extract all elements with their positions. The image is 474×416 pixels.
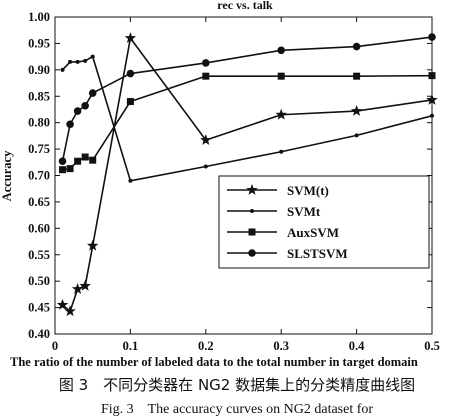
- data-point: [202, 59, 210, 67]
- y-tick-label: 0.40: [28, 327, 50, 341]
- data-point: [350, 105, 363, 116]
- x-tick-label: 0.5: [424, 339, 440, 353]
- data-point: [426, 93, 438, 105]
- legend-marker: [246, 184, 258, 195]
- series-line: [62, 37, 433, 313]
- y-tick-label: 0.80: [28, 116, 50, 130]
- figure-caption-chinese: 图 3 不同分类器在 NG2 数据集上的分类精度曲线图: [58, 376, 416, 394]
- data-point: [126, 69, 135, 78]
- series-line: [62, 74, 433, 171]
- data-point: [68, 59, 73, 64]
- y-tick-label: 0.75: [28, 142, 50, 156]
- data-point: [73, 107, 82, 115]
- chart-title: rec vs. talk: [217, 0, 273, 12]
- data-point: [56, 298, 69, 310]
- data-point: [66, 165, 74, 173]
- legend-label: SLSTSVM: [287, 246, 348, 261]
- y-tick-label: 0.85: [28, 89, 50, 103]
- legend-label: SVM(t): [287, 183, 329, 198]
- data-point: [58, 157, 67, 166]
- legend-entry: SVMt: [227, 204, 321, 219]
- data-point: [277, 72, 285, 80]
- y-tick-label: 0.55: [28, 248, 50, 262]
- data-point: [89, 156, 97, 164]
- legend-entry: AuxSVM: [227, 225, 339, 240]
- x-axis-label: The ratio of the number of labeled data …: [10, 355, 418, 369]
- figure-caption-english: Fig. 3 The accuracy curves on NG2 datase…: [100, 402, 374, 416]
- data-point: [71, 283, 84, 294]
- data-point: [428, 33, 436, 41]
- series-auxsvm: [59, 72, 436, 174]
- data-point: [128, 178, 133, 183]
- data-point: [124, 32, 137, 43]
- legend-entry: SVM(t): [227, 183, 329, 198]
- series-line: [61, 36, 433, 162]
- data-point: [90, 54, 95, 59]
- x-tick-label: 0: [52, 339, 58, 353]
- x-tick-label: 0.2: [198, 339, 214, 353]
- x-tick-label: 0.4: [349, 339, 365, 353]
- data-point: [277, 46, 286, 55]
- data-point: [66, 120, 74, 129]
- data-point: [75, 59, 80, 64]
- data-point: [79, 279, 91, 291]
- y-tick-label: 0.50: [28, 274, 50, 288]
- data-point: [200, 134, 212, 145]
- y-tick-label: 1.00: [28, 10, 50, 24]
- x-tick-label: 0.1: [123, 339, 139, 353]
- data-point: [81, 101, 89, 110]
- data-point: [275, 108, 287, 120]
- data-point: [126, 98, 134, 106]
- data-point: [81, 153, 89, 161]
- y-axis-label: Accuracy: [0, 150, 14, 201]
- x-tick-label: 0.3: [273, 339, 289, 353]
- legend-marker: [248, 249, 256, 257]
- y-tick-label: 0.60: [28, 221, 50, 235]
- legend-marker: [250, 209, 254, 213]
- data-point: [64, 305, 76, 317]
- series-lines: [56, 32, 438, 317]
- axes: 0.400.450.500.550.600.650.700.750.800.85…: [28, 10, 440, 353]
- data-point: [430, 113, 434, 118]
- data-point: [59, 166, 67, 174]
- data-point: [428, 72, 436, 80]
- y-tick-label: 0.45: [28, 301, 50, 315]
- y-tick-label: 0.65: [28, 195, 50, 209]
- legend-entry: SLSTSVM: [227, 246, 348, 261]
- y-tick-label: 0.70: [28, 169, 50, 183]
- legend-label: SVMt: [287, 204, 321, 219]
- legend: SVM(t) SVMt AuxSVM SLSTSVM: [218, 175, 430, 269]
- data-point: [203, 164, 208, 169]
- legend-label: AuxSVM: [287, 225, 339, 240]
- y-tick-label: 0.95: [28, 36, 50, 50]
- data-point: [354, 133, 359, 138]
- data-point: [60, 67, 65, 72]
- data-point: [352, 42, 361, 51]
- series-svmt: [60, 54, 434, 183]
- data-point: [353, 72, 361, 80]
- data-point: [88, 89, 97, 97]
- data-point: [86, 239, 99, 251]
- data-point: [74, 157, 82, 165]
- data-point: [83, 58, 88, 63]
- y-tick-label: 0.90: [28, 63, 50, 77]
- legend-marker: [248, 228, 256, 236]
- series-line: [61, 55, 433, 182]
- data-point: [202, 72, 210, 80]
- data-point: [279, 149, 284, 154]
- series-svm-t-: [56, 32, 438, 317]
- series-slstsvm: [58, 33, 436, 166]
